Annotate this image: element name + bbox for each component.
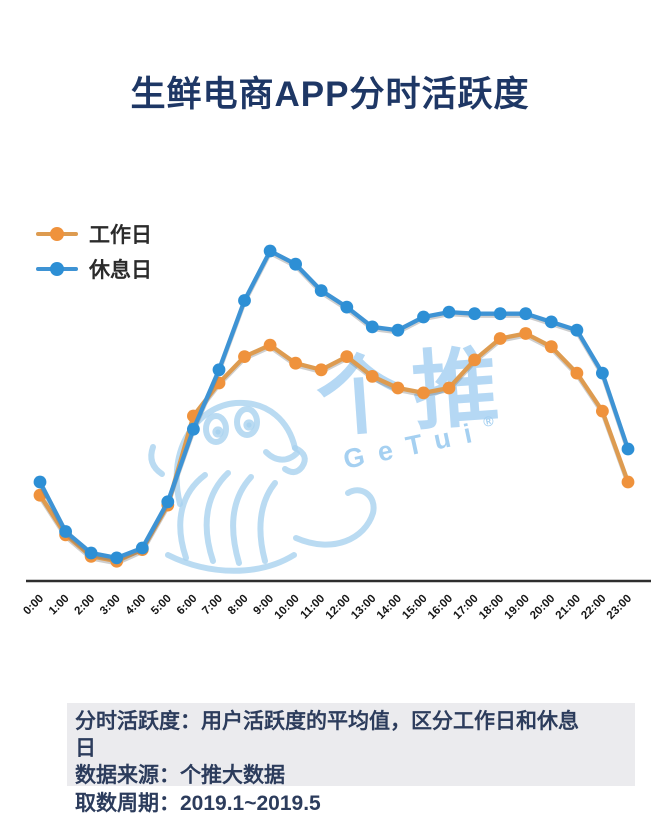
data-point xyxy=(365,370,379,383)
legend-label-restday: 休息日 xyxy=(89,259,152,282)
data-point xyxy=(621,442,635,456)
data-point xyxy=(135,541,149,555)
x-tick-label: 1:00 xyxy=(47,593,72,618)
data-point xyxy=(468,353,481,367)
data-point xyxy=(493,332,507,345)
data-point xyxy=(391,323,405,337)
x-tick-label: 15:00 xyxy=(400,593,429,622)
x-tick-label: 23:00 xyxy=(605,593,634,622)
data-point xyxy=(238,294,251,307)
x-tick-label: 11:00 xyxy=(298,593,327,622)
x-tick-label: 8:00 xyxy=(226,593,251,618)
data-point xyxy=(314,284,328,297)
data-point xyxy=(340,350,354,363)
data-point xyxy=(468,307,481,321)
x-tick-label: 20:00 xyxy=(528,593,557,622)
data-point xyxy=(417,310,430,324)
data-point xyxy=(59,525,72,538)
data-point xyxy=(84,546,98,560)
x-tick-label: 18:00 xyxy=(477,593,506,622)
x-tick-label: 22:00 xyxy=(579,593,608,622)
restday-line-marker-icon xyxy=(36,257,78,281)
data-point xyxy=(212,363,226,377)
restday-dot xyxy=(50,262,64,276)
footnote-definition-line2: 日 xyxy=(75,737,96,760)
footnote-panel xyxy=(67,703,635,786)
x-tick-label: 14:00 xyxy=(375,593,404,622)
data-point xyxy=(596,366,609,380)
data-point xyxy=(519,327,533,340)
data-point xyxy=(365,320,379,334)
legend-item-restday: 休息日 xyxy=(36,257,152,282)
data-point xyxy=(33,475,47,489)
series-line-1 xyxy=(37,248,631,561)
footnote-source: 数据来源：个推大数据 xyxy=(75,764,285,787)
x-tick-label: 0:00 xyxy=(21,593,46,618)
x-tick-label: 5:00 xyxy=(149,593,174,618)
x-tick-label: 17:00 xyxy=(451,593,480,622)
x-tick-label: 19:00 xyxy=(503,593,532,622)
chart-title: 生鲜电商APP分时活跃度 xyxy=(130,75,530,114)
data-point xyxy=(417,386,430,400)
x-tick-label: 2:00 xyxy=(72,593,97,618)
series-line-shadow xyxy=(38,333,630,566)
x-tick-label: 7:00 xyxy=(200,593,225,618)
data-point xyxy=(110,551,124,565)
data-point xyxy=(187,422,200,436)
x-tick-label: 3:00 xyxy=(98,593,123,618)
data-point xyxy=(238,350,251,363)
x-tick-label: 16:00 xyxy=(426,593,455,622)
series-line-0 xyxy=(37,331,631,564)
data-point xyxy=(340,300,354,314)
data-point xyxy=(289,356,302,370)
data-point xyxy=(519,307,533,321)
footnote-period: 取数周期：2019.1~2019.5 xyxy=(75,792,321,815)
data-point xyxy=(621,475,635,489)
data-point xyxy=(544,340,558,354)
data-point xyxy=(544,315,558,329)
x-tick-label: 21:00 xyxy=(554,593,583,622)
data-point xyxy=(289,257,302,271)
legend-label-workday: 工作日 xyxy=(89,224,152,247)
data-point xyxy=(570,323,584,337)
legend-item-workday: 工作日 xyxy=(36,222,152,247)
x-tick-label: 13:00 xyxy=(349,593,378,622)
data-point xyxy=(161,495,175,509)
data-point xyxy=(570,366,584,380)
data-point xyxy=(442,381,456,395)
data-point xyxy=(596,404,609,418)
x-tick-label: 4:00 xyxy=(124,593,149,618)
data-point xyxy=(263,244,277,258)
x-tick-label: 6:00 xyxy=(175,593,200,618)
x-tick-label: 10:00 xyxy=(272,593,301,622)
data-point xyxy=(442,305,456,319)
workday-line-marker-icon xyxy=(36,222,78,246)
footnote-definition-line1: 分时活跃度：用户活跃度的平均值，区分工作日和休息 xyxy=(75,710,579,733)
workday-dot xyxy=(50,227,64,241)
data-point xyxy=(391,381,405,395)
data-point xyxy=(314,363,328,377)
x-tick-label: 12:00 xyxy=(324,593,353,622)
data-point xyxy=(263,338,277,352)
data-point xyxy=(493,307,507,321)
chart-legend: 工作日 休息日 xyxy=(36,222,152,292)
